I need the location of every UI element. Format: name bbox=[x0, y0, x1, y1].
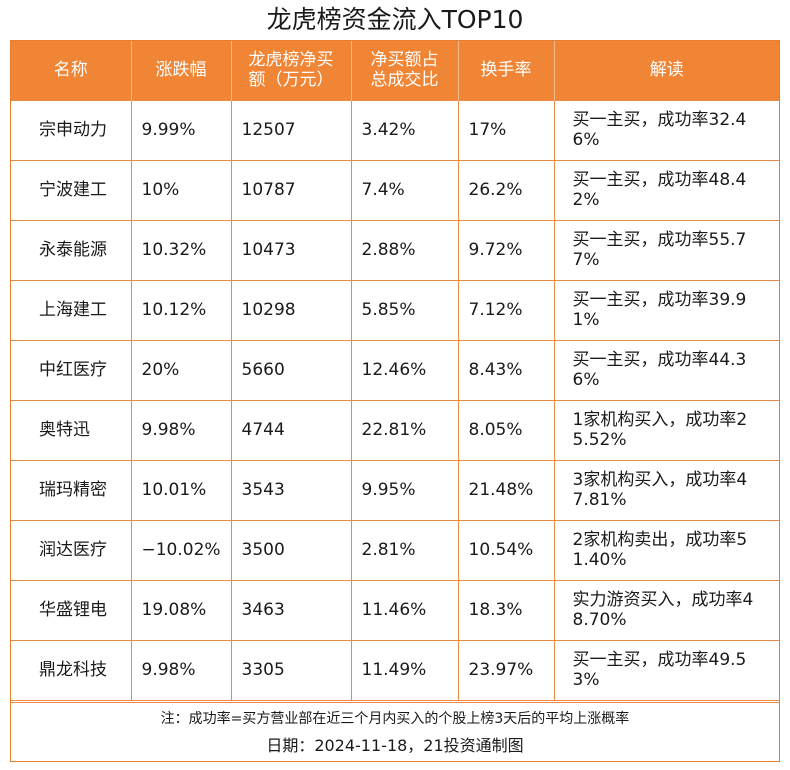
cell-turnover: 8.05% bbox=[457, 399, 555, 461]
cell-net-buy-ratio: 7.4% bbox=[350, 159, 459, 221]
table-row: 奥特迅 9.98% 4744 22.81% 8.05% 1家机构买入，成功率25.52% bbox=[11, 399, 779, 461]
header-net-buy: 龙虎榜净买额（万元） bbox=[231, 41, 352, 100]
cell-turnover: 23.97% bbox=[457, 639, 555, 701]
cell-interpretation: 实力游资买入，成功率48.70% bbox=[553, 579, 779, 641]
cell-change: 9.98% bbox=[130, 399, 232, 461]
table-row: 宁波建工 10% 10787 7.4% 26.2% 买一主买，成功率48.42% bbox=[11, 159, 779, 221]
cell-net-buy-ratio: 9.95% bbox=[350, 459, 459, 521]
cell-interpretation: 买一主买，成功率49.53% bbox=[553, 639, 779, 701]
cell-turnover: 8.43% bbox=[457, 339, 555, 401]
cell-interpretation: 2家机构卖出，成功率51.40% bbox=[553, 519, 779, 581]
table-row: 宗申动力 9.99% 12507 3.42% 17% 买一主买，成功率32.46% bbox=[11, 99, 779, 161]
table-row: 华盛锂电 19.08% 3463 11.46% 18.3% 实力游资买入，成功率48.70… bbox=[11, 579, 779, 641]
cell-net-buy: 4744 bbox=[230, 399, 352, 461]
cell-net-buy-ratio: 5.85% bbox=[350, 279, 459, 341]
header-name: 名称 bbox=[11, 41, 132, 100]
cell-net-buy-ratio: 12.46% bbox=[350, 339, 459, 401]
cell-net-buy-ratio: 11.49% bbox=[350, 639, 459, 701]
table-row: 鼎龙科技 9.98% 3305 11.49% 23.97% 买一主买，成功率49.53% bbox=[11, 639, 779, 701]
cell-interpretation: 1家机构买入，成功率25.52% bbox=[553, 399, 779, 461]
fund-inflow-table: 名称 涨跌幅 龙虎榜净买额（万元） 净买额占总成交比 换手率 解读 宗申动力 9.… bbox=[11, 41, 779, 701]
cell-turnover: 7.12% bbox=[457, 279, 555, 341]
table-row: 中红医疗 20% 5660 12.46% 8.43% 买一主买，成功率44.36% bbox=[11, 339, 779, 401]
header-interpretation: 解读 bbox=[554, 41, 779, 100]
cell-net-buy: 10298 bbox=[230, 279, 352, 341]
cell-net-buy: 3500 bbox=[230, 519, 352, 581]
cell-interpretation: 买一主买，成功率44.36% bbox=[553, 339, 779, 401]
cell-turnover: 17% bbox=[457, 99, 555, 161]
cell-change: 10.01% bbox=[130, 459, 232, 521]
cell-interpretation: 买一主买，成功率48.42% bbox=[553, 159, 779, 221]
cell-net-buy-ratio: 22.81% bbox=[350, 399, 459, 461]
table-row: 上海建工 10.12% 10298 5.85% 7.12% 买一主买，成功率39.91% bbox=[11, 279, 779, 341]
cell-turnover: 10.54% bbox=[457, 519, 555, 581]
cell-turnover: 26.2% bbox=[457, 159, 555, 221]
date-credit: 日期：2024-11-18，21投资通制图 bbox=[266, 736, 524, 755]
cell-interpretation: 买一主买，成功率32.46% bbox=[553, 99, 779, 161]
cell-change: 9.99% bbox=[130, 99, 232, 161]
cell-name: 润达医疗 bbox=[11, 519, 132, 581]
cell-net-buy: 10473 bbox=[230, 219, 352, 281]
cell-interpretation: 买一主买，成功率39.91% bbox=[553, 279, 779, 341]
footnote: 注：成功率=买方营业部在近三个月内买入的个股上榜3天后的平均上涨概率 bbox=[160, 711, 630, 727]
header-change: 涨跌幅 bbox=[131, 41, 232, 100]
cell-net-buy: 12507 bbox=[230, 99, 352, 161]
table-footer: 注：成功率=买方营业部在近三个月内买入的个股上榜3天后的平均上涨概率 日期：20… bbox=[11, 702, 779, 762]
cell-name: 宗申动力 bbox=[11, 99, 132, 161]
cell-turnover: 18.3% bbox=[457, 579, 555, 641]
cell-net-buy-ratio: 2.81% bbox=[350, 519, 459, 581]
header-net-buy-ratio: 净买额占总成交比 bbox=[351, 41, 459, 100]
cell-turnover: 21.48% bbox=[457, 459, 555, 521]
table-header-row: 名称 涨跌幅 龙虎榜净买额（万元） 净买额占总成交比 换手率 解读 bbox=[11, 41, 779, 100]
cell-name: 奥特迅 bbox=[11, 399, 132, 461]
table-row: 永泰能源 10.32% 10473 2.88% 9.72% 买一主买，成功率55.77% bbox=[11, 219, 779, 281]
table-row: 瑞玛精密 10.01% 3543 9.95% 21.48% 3家机构买入，成功率47.81… bbox=[11, 459, 779, 521]
cell-change: 10.12% bbox=[130, 279, 232, 341]
cell-turnover: 9.72% bbox=[457, 219, 555, 281]
cell-change: 20% bbox=[130, 339, 232, 401]
cell-name: 华盛锂电 bbox=[11, 579, 132, 641]
cell-net-buy: 5660 bbox=[230, 339, 352, 401]
cell-change: 10.32% bbox=[130, 219, 232, 281]
cell-net-buy-ratio: 3.42% bbox=[350, 99, 459, 161]
cell-name: 上海建工 bbox=[11, 279, 132, 341]
cell-net-buy: 10787 bbox=[230, 159, 352, 221]
cell-interpretation: 3家机构买入，成功率47.81% bbox=[553, 459, 779, 521]
cell-change: 10% bbox=[130, 159, 232, 221]
page-title: 龙虎榜资金流入TOP10 bbox=[266, 5, 524, 34]
cell-name: 中红医疗 bbox=[11, 339, 132, 401]
cell-name: 瑞玛精密 bbox=[11, 459, 132, 521]
cell-net-buy: 3305 bbox=[230, 639, 352, 701]
header-turnover: 换手率 bbox=[458, 41, 555, 100]
cell-change: 9.98% bbox=[130, 639, 232, 701]
cell-change: 19.08% bbox=[130, 579, 232, 641]
cell-name: 宁波建工 bbox=[11, 159, 132, 221]
cell-net-buy: 3543 bbox=[230, 459, 352, 521]
cell-name: 鼎龙科技 bbox=[11, 639, 132, 701]
cell-net-buy: 3463 bbox=[230, 579, 352, 641]
cell-change: −10.02% bbox=[130, 519, 232, 581]
cell-net-buy-ratio: 2.88% bbox=[350, 219, 459, 281]
cell-net-buy-ratio: 11.46% bbox=[350, 579, 459, 641]
cell-name: 永泰能源 bbox=[11, 219, 132, 281]
table-row: 润达医疗 −10.02% 3500 2.81% 10.54% 2家机构卖出，成功率51.4… bbox=[11, 519, 779, 581]
cell-interpretation: 买一主买，成功率55.77% bbox=[553, 219, 779, 281]
table-frame bbox=[10, 40, 780, 762]
